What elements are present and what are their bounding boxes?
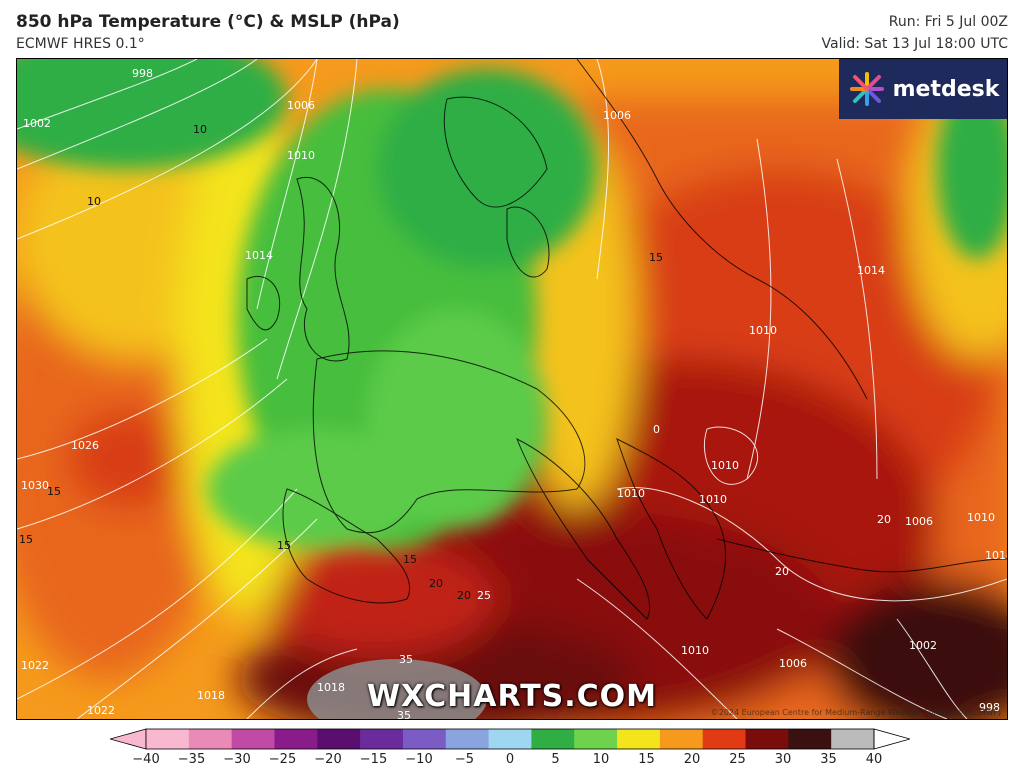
colorbar-tick-label: −15 <box>359 752 388 767</box>
temp-label: 15 <box>649 251 663 264</box>
colorbar-segment <box>360 729 404 749</box>
colorbar-tick-label: −5 <box>454 752 475 767</box>
valid-time: Valid: Sat 13 Jul 18:00 UTC <box>821 36 1008 52</box>
colorbar-tick-label: −35 <box>177 752 206 767</box>
isobar-label: 1022 <box>21 659 49 672</box>
colorbar-tick-label: −10 <box>405 752 433 767</box>
colorbar-segment <box>274 729 318 749</box>
isobar-label: 998 <box>132 67 153 80</box>
colorbar-tick-label: −30 <box>223 752 251 767</box>
isobar-label: 1022 <box>87 704 115 717</box>
colorbar-segment <box>188 729 233 749</box>
isobar-label: 1006 <box>905 515 933 528</box>
colorbar-min-arrow <box>110 728 147 750</box>
colorbar-tick-label: 25 <box>729 752 746 767</box>
colorbar-tick-label: 15 <box>638 752 655 767</box>
temp-label: 15 <box>403 553 417 566</box>
isobar-label: 1010 <box>749 324 777 337</box>
temp-label: 15 <box>277 539 291 552</box>
colorbar-segment <box>617 729 661 749</box>
metdesk-logo[interactable]: metdesk <box>839 59 1007 119</box>
temp-label: 20 <box>775 565 789 578</box>
temp-label: 25 <box>477 589 491 602</box>
extreme-heat-core <box>307 659 487 719</box>
colorbar-segment <box>231 729 275 749</box>
isobar-label: 1014 <box>245 249 273 262</box>
isobar-label: 1010 <box>681 644 709 657</box>
colorbar-tick-label: 20 <box>683 752 701 767</box>
isobar-label: 1018 <box>317 681 345 694</box>
isobar-label: 1010 <box>711 459 739 472</box>
temp-label: 10 <box>193 123 207 136</box>
colorbar-segment <box>317 729 361 749</box>
colorbar-tick-label: 40 <box>865 752 883 767</box>
colorbar <box>110 728 910 750</box>
temperature-label-group: 10 10 15 15 15 15 20 20 15 0 20 25 35 35… <box>19 123 891 719</box>
colorbar-tick-label: 0 <box>505 752 515 767</box>
wxcharts-watermark: WXCHARTS.COM <box>366 679 658 714</box>
run-time: Run: Fri 5 Jul 00Z <box>888 14 1008 30</box>
temp-label: 15 <box>47 485 61 498</box>
model-subtitle: ECMWF HRES 0.1° <box>16 36 145 52</box>
colorbar-ticks: −40 −35 −30 −25 −20 −15 −10 −5 0 5 10 15 20 25 30 35 40 <box>110 750 910 774</box>
isobar-label: 1026 <box>71 439 99 452</box>
isobars <box>17 59 1007 719</box>
colorbar-segment <box>146 729 190 749</box>
colorbar-segment <box>531 729 575 749</box>
map-frame[interactable]: 998 1002 1006 1010 1014 1018 1022 1026 1… <box>16 58 1008 720</box>
isobar-label: 1002 <box>23 117 51 130</box>
chart-title: 850 hPa Temperature (°C) & MSLP (hPa) <box>16 12 400 32</box>
isobar-label: 1006 <box>603 109 631 122</box>
isobar-label: 1030 <box>21 479 49 492</box>
colorbar-tick-label: 35 <box>820 752 837 767</box>
colorbar-tick-label: −25 <box>268 752 297 767</box>
isobar-label: 1010 <box>287 149 315 162</box>
colorbar-segment <box>831 729 875 749</box>
isobar-label: 1014 <box>985 549 1007 562</box>
colorbar-tick-label: 30 <box>774 752 792 767</box>
colorbar-segment <box>659 729 704 749</box>
temperature-map[interactable]: 998 1002 1006 1010 1014 1018 1022 1026 1… <box>17 59 1007 719</box>
colorbar-frame <box>145 728 875 750</box>
colorbar-segment <box>445 729 490 749</box>
colorbar-segment <box>702 729 747 749</box>
colorbar-tick-label: 10 <box>592 752 610 767</box>
isobar-label: 1010 <box>617 487 645 500</box>
isobar-label: 1002 <box>909 639 937 652</box>
isobar-label: 1006 <box>779 657 807 670</box>
colorbar-max-arrow <box>873 728 910 750</box>
colorbar-tick-label: −40 <box>132 752 160 767</box>
colorbar-segment <box>402 729 447 749</box>
temp-label: 20 <box>429 577 443 590</box>
colorbar-segment <box>488 729 532 749</box>
colorbar-tick-label: 5 <box>551 752 560 767</box>
metdesk-burst-icon <box>849 72 884 106</box>
colorbar-tick-label: −20 <box>314 752 342 767</box>
isobar-label: 1010 <box>967 511 995 524</box>
colorbar-segment <box>745 729 789 749</box>
temp-label: 20 <box>877 513 891 526</box>
temp-label: 0 <box>653 423 660 436</box>
colorbar-segment <box>574 729 618 749</box>
metdesk-logo-text: metdesk <box>892 76 1000 102</box>
temp-label: 15 <box>19 533 33 546</box>
isobar-label: 998 <box>979 701 1000 714</box>
isobar-label: 1006 <box>287 99 315 112</box>
isobar-label-group: 998 1002 1006 1010 1014 1018 1022 1026 1… <box>21 67 1007 717</box>
isobar-label: 1010 <box>699 493 727 506</box>
temp-label: 35 <box>397 709 411 719</box>
temp-label: 20 <box>457 589 471 602</box>
isobar-label: 1018 <box>197 689 225 702</box>
copyright-notice: ©2024 European Centre for Medium-Range W… <box>710 708 1001 717</box>
isobar-label: 1014 <box>857 264 885 277</box>
colorbar-segment <box>788 729 832 749</box>
temp-label: 10 <box>87 195 101 208</box>
temp-label: 35 <box>399 653 413 666</box>
coastlines <box>246 59 1007 620</box>
